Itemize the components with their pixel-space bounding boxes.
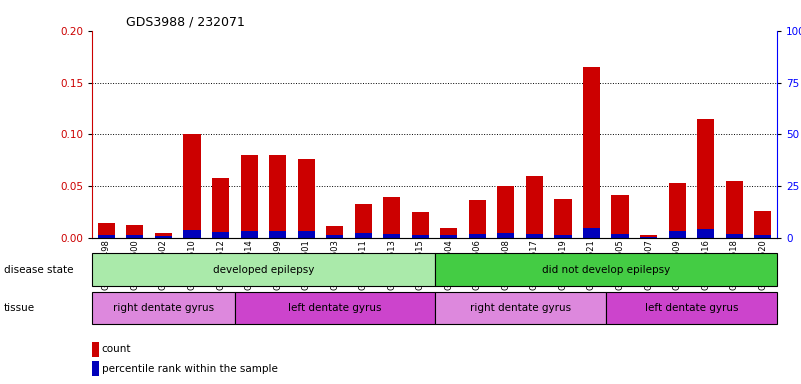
Bar bbox=[611, 195, 629, 238]
Bar bbox=[441, 228, 457, 238]
Bar bbox=[212, 232, 229, 238]
Bar bbox=[98, 223, 115, 238]
Bar bbox=[269, 231, 286, 238]
Bar bbox=[355, 233, 372, 238]
Text: left dentate gyrus: left dentate gyrus bbox=[288, 303, 381, 313]
Bar bbox=[183, 134, 200, 238]
Bar bbox=[269, 155, 286, 238]
Bar bbox=[554, 235, 572, 238]
Bar bbox=[525, 176, 543, 238]
Bar bbox=[355, 204, 372, 238]
Bar bbox=[755, 235, 771, 238]
Text: count: count bbox=[102, 344, 131, 354]
Bar bbox=[611, 234, 629, 238]
Bar bbox=[183, 230, 200, 238]
Bar bbox=[469, 234, 486, 238]
Bar bbox=[434, 292, 606, 324]
Bar bbox=[726, 234, 743, 238]
Bar bbox=[235, 292, 434, 324]
Bar bbox=[640, 235, 657, 238]
Bar bbox=[155, 233, 172, 238]
Bar bbox=[298, 159, 315, 238]
Bar bbox=[640, 237, 657, 238]
Bar bbox=[92, 361, 99, 376]
Bar bbox=[127, 225, 143, 238]
Text: disease state: disease state bbox=[4, 265, 74, 275]
Text: percentile rank within the sample: percentile rank within the sample bbox=[102, 364, 278, 374]
Bar bbox=[240, 231, 258, 238]
Bar bbox=[326, 226, 343, 238]
Text: did not develop epilepsy: did not develop epilepsy bbox=[541, 265, 670, 275]
Bar bbox=[669, 231, 686, 238]
Bar bbox=[497, 186, 514, 238]
Bar bbox=[92, 292, 235, 324]
Text: right dentate gyrus: right dentate gyrus bbox=[113, 303, 214, 313]
Text: tissue: tissue bbox=[4, 303, 35, 313]
Bar bbox=[697, 229, 714, 238]
Bar bbox=[726, 181, 743, 238]
Bar bbox=[383, 197, 400, 238]
Bar bbox=[326, 235, 343, 238]
Bar bbox=[92, 253, 434, 286]
Bar bbox=[583, 228, 600, 238]
Bar bbox=[155, 236, 172, 238]
Text: GDS3988 / 232071: GDS3988 / 232071 bbox=[127, 15, 245, 28]
Bar bbox=[583, 67, 600, 238]
Bar bbox=[212, 178, 229, 238]
Text: developed epilepsy: developed epilepsy bbox=[212, 265, 314, 275]
Text: left dentate gyrus: left dentate gyrus bbox=[645, 303, 738, 313]
Text: right dentate gyrus: right dentate gyrus bbox=[469, 303, 570, 313]
Bar bbox=[412, 212, 429, 238]
Bar bbox=[127, 235, 143, 238]
Bar bbox=[554, 199, 572, 238]
Bar bbox=[434, 253, 777, 286]
Bar bbox=[412, 235, 429, 238]
Bar bbox=[669, 183, 686, 238]
Bar bbox=[497, 233, 514, 238]
Bar bbox=[240, 155, 258, 238]
Bar bbox=[441, 235, 457, 238]
Bar bbox=[469, 200, 486, 238]
Bar bbox=[606, 292, 777, 324]
Bar bbox=[92, 342, 99, 357]
Bar bbox=[98, 235, 115, 238]
Bar bbox=[383, 234, 400, 238]
Bar bbox=[298, 231, 315, 238]
Bar bbox=[755, 211, 771, 238]
Bar bbox=[697, 119, 714, 238]
Bar bbox=[525, 234, 543, 238]
